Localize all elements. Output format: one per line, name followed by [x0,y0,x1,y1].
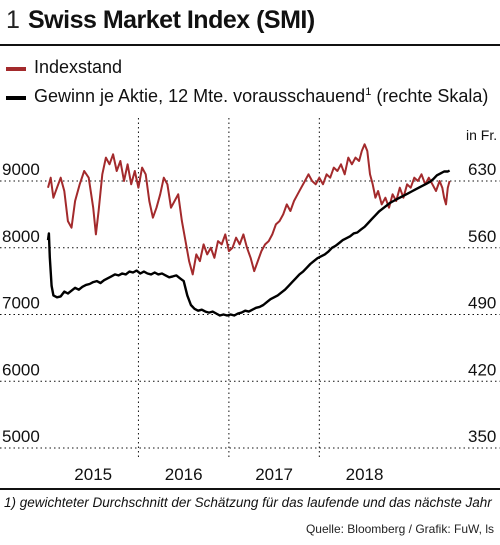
legend-label-eps-suffix: (rechte Skala) [376,86,489,106]
right-tick-label: 560 [468,227,496,246]
right-axis-unit-label: in Fr. [466,127,497,143]
right-tick-label: 420 [468,360,496,379]
series-line-eps [46,169,451,317]
legend-swatch-index [6,67,26,71]
chart-bottom-rule [0,488,500,490]
left-tick-label: 9000 [2,160,40,179]
smi-chart: 5000 6000 7000 8000 9000 350 420 490 560 630 in Fr… [0,118,500,484]
left-tick-label: 5000 [2,427,40,446]
x-tick-label: 2017 [255,465,293,484]
legend-footnote-mark: 1 [365,86,372,98]
series-line-index [47,143,451,276]
left-tick-label: 7000 [2,294,40,313]
right-tick-label: 630 [468,160,496,179]
right-tick-label: 350 [468,427,496,446]
footnote: 1) gewichteter Durchschnitt der Schätzun… [4,495,492,510]
right-tick-label: 490 [468,294,496,313]
x-tick-label: 2018 [346,465,384,484]
source-credit: Quelle: Bloomberg / Grafik: FuW, ls [305,522,494,536]
legend-label-index: Indexstand [34,57,123,77]
figure-number: 1 [6,6,20,34]
x-tick-label: 2016 [165,465,203,484]
left-tick-label: 6000 [2,360,40,379]
legend-label-eps-text: Gewinn je Aktie, 12 Mte. vorausschauend [34,86,366,106]
chart-header: 1 Swiss Market Index (SMI) [0,4,500,40]
legend-item-eps: Gewinn je Aktie, 12 Mte. vorausschauend1… [6,86,500,108]
chart-title: Swiss Market Index (SMI) [28,6,315,34]
legend-swatch-eps [6,96,26,100]
x-tick-label: 2015 [74,465,112,484]
legend-label-eps: Gewinn je Aktie, 12 Mte. vorausschauend1… [34,86,488,107]
title-rule [0,44,500,46]
left-tick-label: 8000 [2,227,40,246]
